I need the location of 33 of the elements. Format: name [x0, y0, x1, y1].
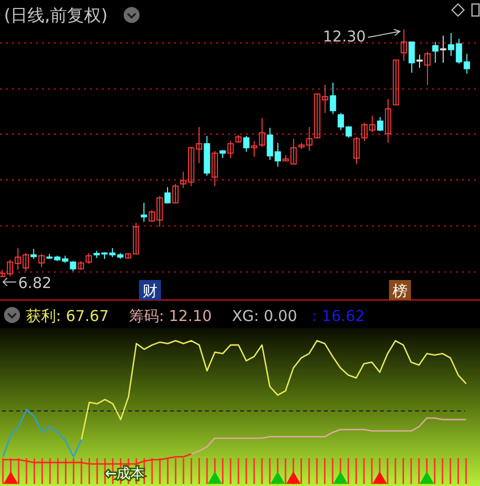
candlestick [70, 260, 76, 272]
candlestick [440, 35, 446, 64]
candlestick [212, 150, 218, 187]
candlestick [258, 117, 266, 148]
candlestick [353, 136, 360, 165]
annotation: 12.30 [322, 27, 366, 46]
candlestick [243, 135, 250, 152]
annotation: 6.82 [18, 274, 52, 292]
candlestick [377, 116, 384, 132]
candlestick [392, 60, 400, 106]
candlestick [432, 42, 438, 64]
text: 获利: 67.67 [26, 307, 109, 325]
candlestick [164, 186, 171, 204]
candlestick [86, 252, 92, 264]
candlestick [416, 54, 423, 68]
chart-title: (日线,前复权) [4, 6, 108, 26]
candlestick [330, 82, 336, 114]
annotation: 财 [142, 282, 158, 300]
candlestick [172, 183, 179, 204]
text: 筹码: 12.10 [129, 307, 212, 325]
candlestick [408, 42, 415, 74]
candlestick [400, 28, 407, 62]
text: XG: 0.00 [232, 307, 298, 325]
candlestick [38, 253, 45, 268]
candlestick [424, 51, 431, 86]
candlestick [140, 202, 148, 222]
candlestick [384, 98, 392, 144]
candlestick [30, 248, 37, 260]
candlestick [227, 140, 234, 159]
text: : 16.62 [312, 307, 365, 325]
candlestick [448, 32, 454, 57]
candlestick [251, 140, 258, 158]
annotation: 榜 [392, 282, 408, 300]
